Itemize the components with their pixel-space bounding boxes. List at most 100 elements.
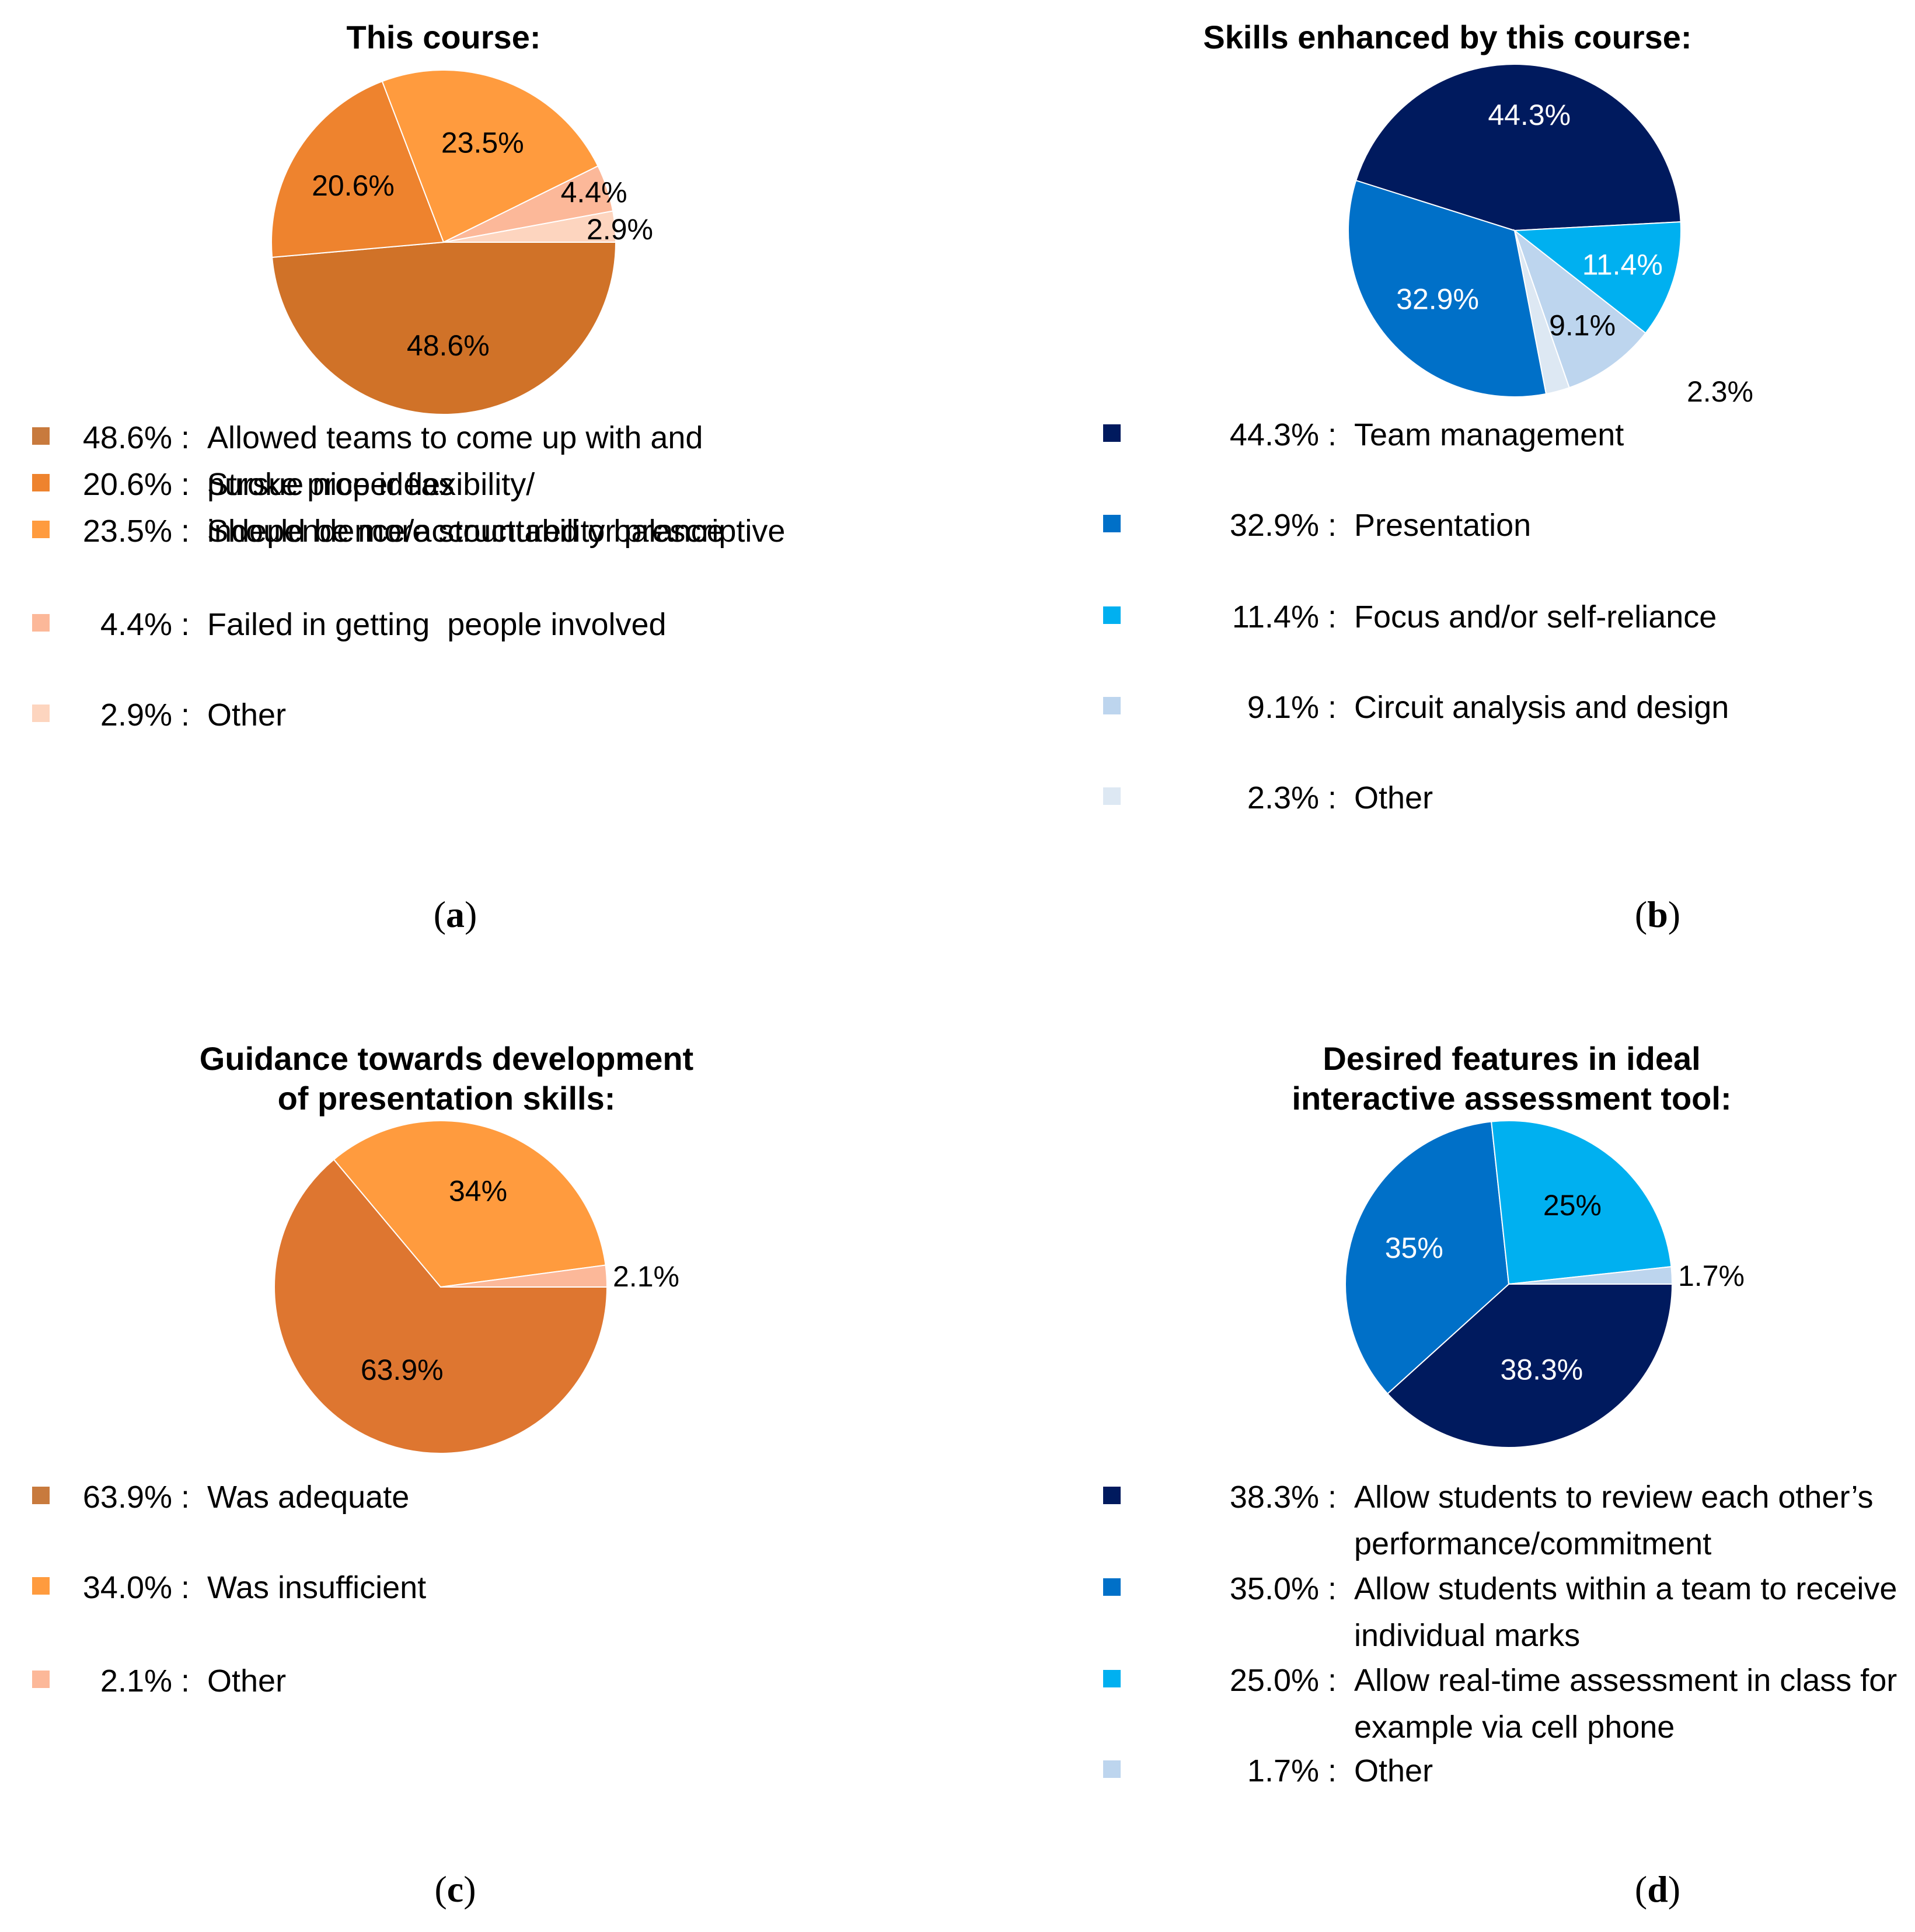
slice-label: 11.4% (1582, 248, 1663, 281)
panel-caption: (a) (433, 894, 477, 935)
panel-caption: (b) (1634, 894, 1681, 935)
slice-label: 35% (1385, 1232, 1443, 1264)
legend-percent: 25.0% : (1229, 1663, 1337, 1698)
slice-label: 20.6% (312, 169, 395, 202)
legend-swatch (1103, 424, 1121, 442)
pie-chart: 44.3% 32.9% 2.3% 9.1% 11.4% (1348, 64, 1753, 408)
legend-label: Was adequate (207, 1480, 410, 1515)
pie-slice (271, 81, 445, 259)
pie-slice (1513, 221, 1682, 334)
panel-c: Guidance towards development of presenta… (0, 966, 957, 1932)
legend-swatch (1103, 787, 1121, 805)
legend-item: 25.0% : Allow real-time assessment in cla… (1103, 1657, 1897, 1750)
legend-percent: 9.1% : (1247, 690, 1337, 725)
legend-percent: 23.5% : (82, 514, 190, 549)
pie-slice (1348, 179, 1547, 397)
legend-percent: 20.6% : (82, 467, 190, 502)
pie-slice (1345, 1121, 1510, 1395)
pie-chart: 38.3% 35% 25% 1.7% (1345, 1120, 1745, 1448)
chart-title: Guidance towards development of presenta… (199, 1040, 694, 1117)
legend-percent: 48.6% : (82, 420, 190, 455)
legend-swatch (32, 1487, 50, 1504)
legend-swatch (32, 1577, 50, 1595)
legend-label: Should be more structured or prescriptiv… (207, 514, 786, 549)
slice-label: 25% (1543, 1189, 1602, 1222)
slice-label: 34% (449, 1174, 507, 1207)
panel-a: This course: 48.6% 20.6% 23.5% 4.4% 2.9% 48.… (0, 0, 957, 966)
legend-swatch (32, 705, 50, 722)
slice-label: 48.6% (407, 329, 490, 362)
pie-slice (1355, 64, 1682, 232)
legend-swatch (1103, 1760, 1121, 1778)
legend-item: 11.4% : Focus and/or self-reliance (1103, 594, 1717, 640)
legend-percent: 1.7% : (1247, 1753, 1337, 1788)
legend-label: Failed in getting people involved (207, 607, 667, 642)
legend-item: 48.6% : Allowed teams to come up with and… (32, 414, 703, 508)
legend-item: 32.9% : Presentation (1103, 502, 1531, 549)
legend-swatch (32, 614, 50, 632)
legend-item: 44.3% : Team management (1103, 411, 1624, 458)
legend-swatch (1103, 1578, 1121, 1596)
legend-percent: 4.4% : (100, 607, 190, 642)
legend-item: 1.7% : Other (1103, 1748, 1433, 1794)
legend-percent: 38.3% : (1229, 1480, 1337, 1515)
pie-slice (274, 1159, 608, 1454)
slice-label: 2.1% (613, 1260, 679, 1293)
legend-item: 23.5% : Should be more structured or pres… (32, 508, 785, 555)
slice-label: 9.1% (1549, 309, 1616, 341)
legend-percent: 2.1% : (100, 1664, 190, 1699)
legend-percent: 11.4% : (1232, 599, 1337, 634)
legend-label: Other (1354, 780, 1433, 815)
pie-slice (381, 69, 599, 243)
legend-swatch (32, 1671, 50, 1688)
legend-swatch (1103, 515, 1121, 532)
legend-item: 2.3% : Other (1103, 775, 1433, 821)
panel-caption: (d) (1634, 1868, 1681, 1910)
legend-swatch (1103, 1487, 1121, 1504)
legend-item: 4.4% : Failed in getting people involved (32, 601, 667, 648)
slice-label: 1.7% (1678, 1260, 1745, 1292)
legend-swatch (32, 427, 50, 445)
legend-label: Team management (1354, 417, 1624, 452)
slice-label: 38.3% (1500, 1353, 1583, 1386)
panel-d: Desired features in ideal interactive as… (957, 966, 1915, 1932)
legend-label: Circuit analysis and design (1354, 690, 1729, 725)
pie-slice (1386, 1284, 1673, 1448)
legend-swatch (32, 521, 50, 538)
slice-label: 63.9% (361, 1354, 444, 1386)
legend-percent: 35.0% : (1229, 1571, 1337, 1606)
legend-label: Other (207, 698, 287, 733)
pie-slice (443, 210, 617, 243)
pie-chart: 63.9% 34% 2.1% (274, 1120, 679, 1454)
pie-slice (333, 1120, 606, 1288)
legend-label: Allow real-time assessment in class for … (1354, 1663, 1897, 1745)
pie-slice (1508, 1266, 1673, 1285)
legend-item: 63.9% : Was adequate (32, 1474, 409, 1521)
legend-label: Allow students to review each other’s pe… (1354, 1480, 1874, 1561)
panel-b: Skills enhanced by this course: 44.3% 32.… (957, 0, 1915, 966)
pie-slice (1491, 1120, 1672, 1285)
pie-slice (1513, 229, 1647, 389)
slice-label: 2.3% (1687, 375, 1753, 408)
legend-percent: 32.9% : (1229, 508, 1337, 543)
slice-label: 32.9% (1396, 283, 1479, 316)
legend-label: Other (1354, 1753, 1433, 1788)
legend-swatch (32, 474, 50, 491)
slice-label: 4.4% (561, 176, 627, 209)
legend-swatch (1103, 606, 1121, 624)
legend-item: 2.1% : Other (32, 1658, 286, 1704)
slice-label: 23.5% (441, 127, 524, 159)
legend-label: Focus and/or self-reliance (1354, 599, 1717, 634)
legend-item: 34.0% : Was insufficient (32, 1564, 426, 1611)
legend-percent: 2.3% : (1247, 780, 1337, 815)
legend-percent: 2.9% : (100, 698, 190, 733)
panel-caption: (c) (434, 1868, 476, 1910)
legend-item: 35.0% : Allow students within a team to r… (1103, 1565, 1897, 1659)
legend-item: 2.9% : Other (32, 692, 286, 738)
pie-chart: 48.6% 20.6% 23.5% 4.4% 2.9% (271, 69, 653, 415)
slice-label: 44.3% (1488, 99, 1571, 131)
legend-label: Other (207, 1664, 287, 1699)
pie-slice (440, 1264, 608, 1288)
chart-title: Skills enhanced by this course: (1203, 19, 1692, 55)
legend-percent: 44.3% : (1229, 417, 1337, 452)
